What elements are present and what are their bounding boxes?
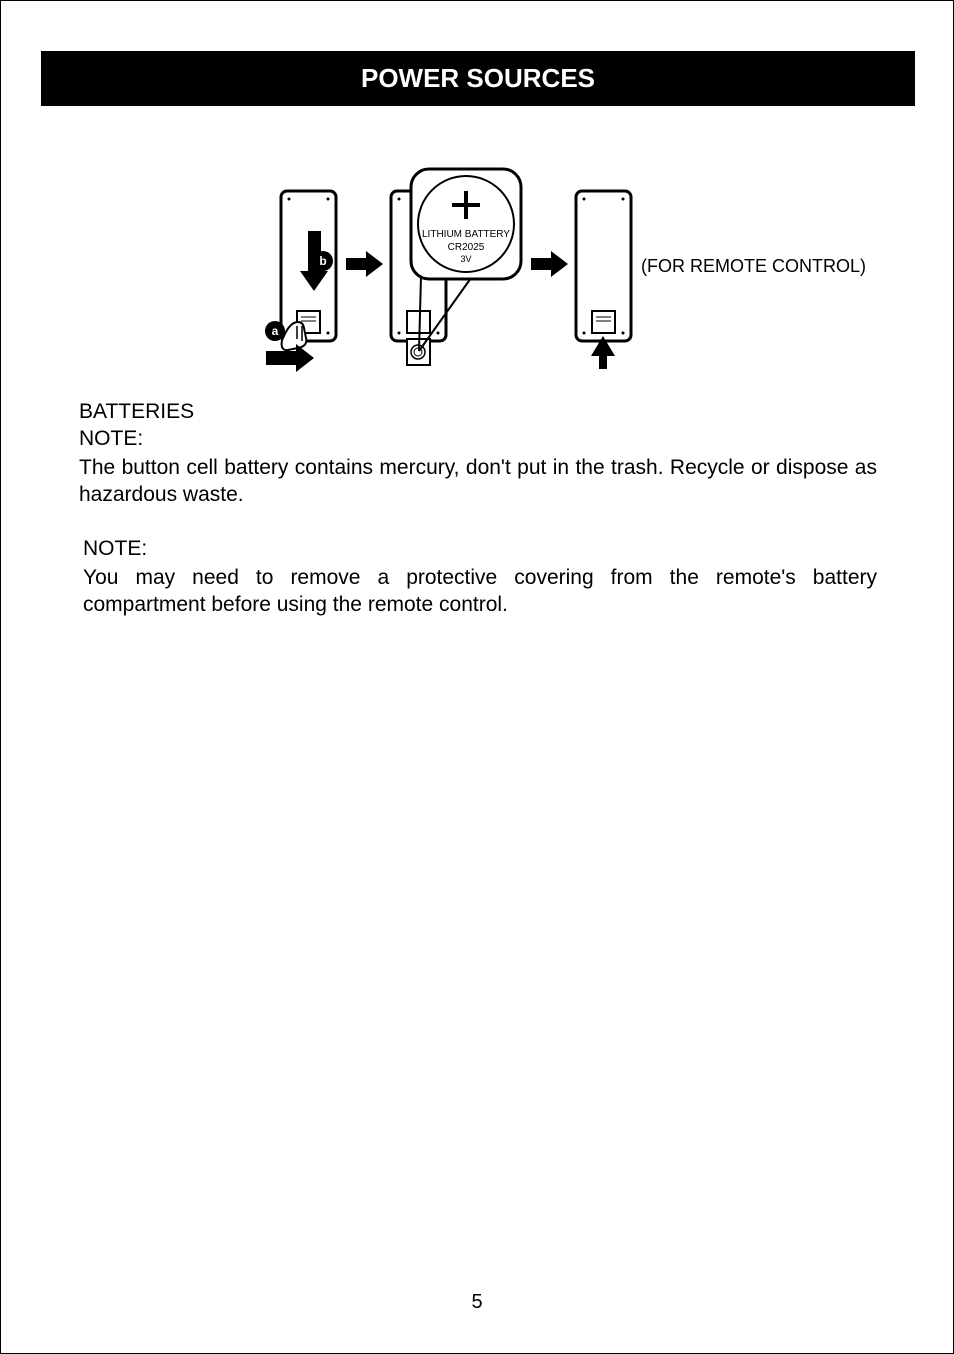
note-2-label: NOTE:: [83, 537, 147, 561]
battery-line2: CR2025: [448, 242, 485, 253]
battery-line1: LITHIUM BATTERY: [422, 229, 510, 240]
marker-a-icon: a: [265, 321, 285, 341]
title-bar: POWER SOURCES: [41, 51, 915, 106]
marker-b-label: b: [319, 254, 326, 268]
diagram-caption: (FOR REMOTE CONTROL): [641, 256, 866, 277]
arrow-icon: [531, 251, 568, 277]
title-text: POWER SOURCES: [361, 63, 595, 94]
marker-b-icon: b: [313, 251, 333, 271]
remote-step-1: [266, 191, 336, 372]
battery-diagram: b a: [251, 161, 651, 381]
note-1-label: NOTE:: [79, 427, 143, 451]
marker-a-label: a: [272, 324, 279, 338]
page: POWER SOURCES: [0, 0, 954, 1354]
remote-step-3: [576, 191, 631, 369]
page-number: 5: [1, 1291, 953, 1314]
arrow-icon: [346, 251, 383, 277]
note-1-body: The button cell battery contains mercury…: [79, 454, 877, 508]
note-2-body: You may need to remove a protective cove…: [83, 564, 877, 618]
battery-line3: 3V: [460, 254, 471, 264]
batteries-heading: BATTERIES: [79, 400, 194, 424]
